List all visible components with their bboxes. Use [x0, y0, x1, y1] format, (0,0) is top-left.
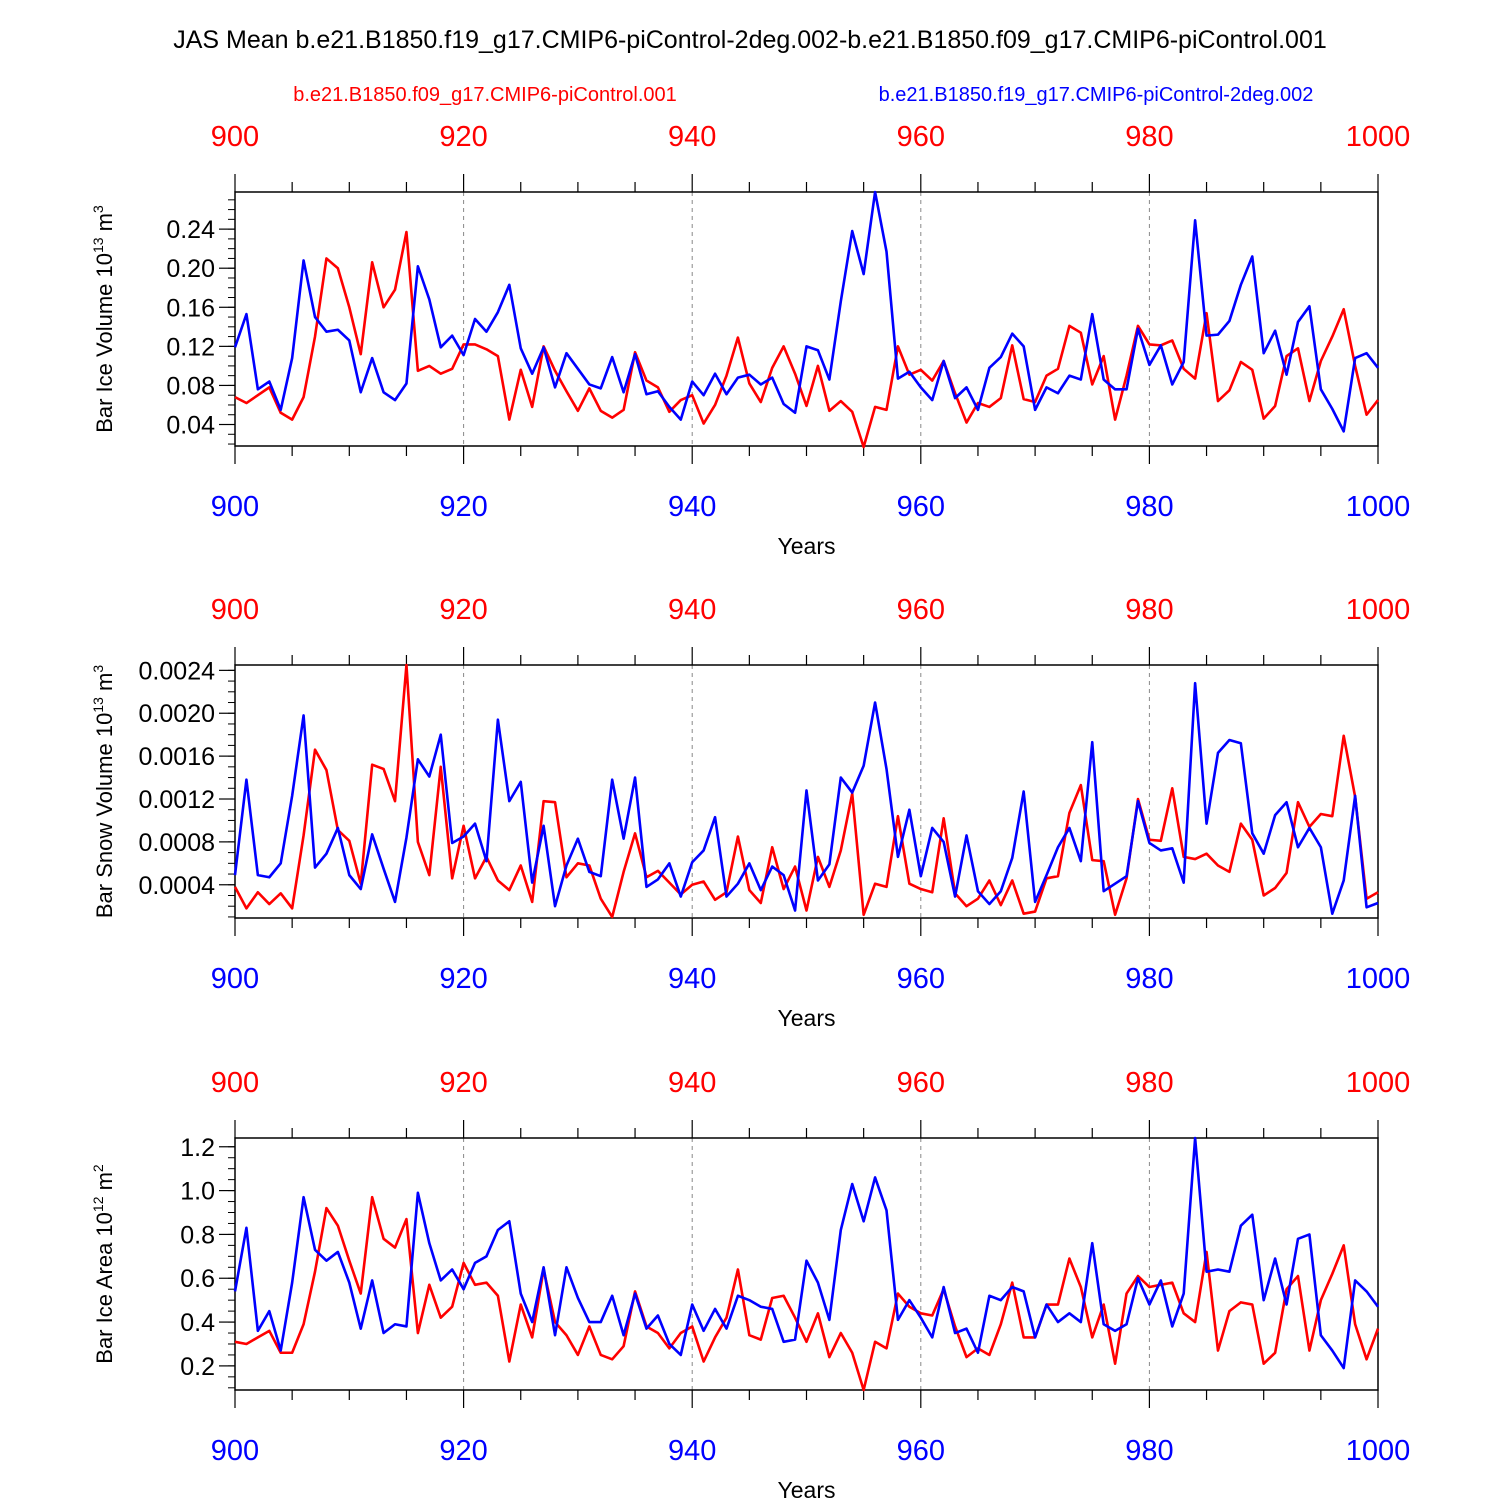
y-axis-label-unit: m — [92, 1172, 117, 1196]
figure-title: JAS Mean b.e21.B1850.f19_g17.CMIP6-piCon… — [173, 26, 1327, 54]
y-axis-label-unit-exponent: 2 — [90, 1164, 106, 1172]
x-tick-label-bottom: 900 — [211, 1435, 259, 1467]
panel-1: 0.04 0.08 0.12 0.16 0.20 0.24 900 900 920 920 940 9… — [90, 121, 1410, 559]
panel-3: 0.2 0.4 0.6 0.8 1.0 1.2 900 900 920 920 940 940 960 9… — [90, 1067, 1410, 1500]
x-tick-label-bottom: 980 — [1125, 491, 1173, 523]
x-tick-label-top: 940 — [668, 1067, 716, 1099]
panel-2: 0.0004 0.0008 0.0012 0.0016 0.0020 0.0024 900 9… — [90, 594, 1410, 1031]
x-tick-label-top: 1000 — [1346, 121, 1411, 153]
y-tick-label: 0.8 — [180, 1221, 215, 1249]
x-tick-label-top: 940 — [668, 121, 716, 153]
y-tick-label: 0.20 — [166, 255, 215, 283]
series-line-f19-piControl-2deg-002 — [233, 190, 1380, 433]
y-tick-label: 0.0012 — [139, 786, 215, 814]
y-axis-label-text: Bar Ice Volume 10 — [92, 253, 117, 433]
x-tick-label-top: 980 — [1125, 121, 1173, 153]
x-tick-label-bottom: 920 — [439, 1435, 487, 1467]
y-tick-label: 0.12 — [166, 333, 215, 361]
x-tick-label-top: 900 — [211, 1067, 259, 1099]
y-axis-label-exponent: 13 — [90, 237, 106, 253]
x-tick-label-bottom: 940 — [668, 963, 716, 995]
x-tick-label-bottom: 960 — [897, 963, 945, 995]
y-tick-label: 0.16 — [166, 294, 215, 322]
x-tick-label-top: 1000 — [1346, 594, 1411, 626]
y-axis-label-unit-exponent: 3 — [90, 205, 106, 213]
y-tick-label: 0.2 — [180, 1353, 215, 1381]
x-tick-label-top: 980 — [1125, 1067, 1173, 1099]
series-line-f19-piControl-2deg-002 — [233, 1136, 1380, 1370]
x-tick-label-bottom: 940 — [668, 1435, 716, 1467]
y-axis-label-exponent: 12 — [90, 1196, 106, 1212]
y-axis-label-exponent: 13 — [90, 697, 106, 713]
x-tick-label-bottom: 920 — [439, 491, 487, 523]
x-tick-label-bottom: 900 — [211, 491, 259, 523]
x-tick-label-top: 1000 — [1346, 1067, 1411, 1099]
y-axis-label: Bar Snow Volume 1013 m3 — [90, 665, 117, 919]
y-axis-label: Bar Ice Area 1012 m2 — [90, 1164, 117, 1364]
x-tick-label-bottom: 920 — [439, 963, 487, 995]
legend-case-a: b.e21.B1850.f09_g17.CMIP6-piControl.001 — [293, 84, 677, 106]
x-tick-label-bottom: 980 — [1125, 963, 1173, 995]
series-line-f09-piControl-001 — [233, 663, 1379, 919]
y-tick-label: 0.4 — [180, 1309, 215, 1337]
panels: 0.04 0.08 0.12 0.16 0.20 0.24 900 900 920 920 940 9… — [90, 121, 1410, 1500]
y-tick-label: 0.0016 — [139, 743, 215, 771]
x-tick-label-top: 940 — [668, 594, 716, 626]
x-tick-label-top: 900 — [211, 594, 259, 626]
y-axis-label-unit: m — [92, 673, 117, 697]
y-tick-label: 1.0 — [180, 1178, 215, 1206]
x-tick-label-bottom: 980 — [1125, 1435, 1173, 1467]
y-tick-label: 0.08 — [166, 372, 215, 400]
x-tick-label-top: 920 — [439, 1067, 487, 1099]
x-axis-label: Years — [778, 1005, 836, 1031]
y-axis-label-text: Bar Ice Area 10 — [92, 1212, 117, 1364]
y-tick-label: 0.6 — [180, 1265, 215, 1293]
x-axis-label: Years — [778, 533, 836, 559]
series-line-f09-piControl-001 — [234, 1195, 1380, 1392]
x-tick-label-top: 920 — [439, 121, 487, 153]
legend-case-b: b.e21.B1850.f19_g17.CMIP6-piControl-2deg… — [879, 84, 1314, 106]
x-tick-label-top: 960 — [897, 121, 945, 153]
x-tick-label-bottom: 900 — [211, 963, 259, 995]
y-axis-label-unit: m — [92, 213, 117, 237]
x-tick-label-top: 920 — [439, 594, 487, 626]
x-axis-label: Years — [778, 1477, 836, 1500]
x-tick-label-top: 980 — [1125, 594, 1173, 626]
x-tick-label-bottom: 940 — [668, 491, 716, 523]
x-tick-label-bottom: 1000 — [1346, 1435, 1411, 1467]
y-tick-label: 0.0024 — [139, 657, 216, 685]
y-tick-label: 0.24 — [166, 216, 215, 244]
x-tick-label-top: 960 — [897, 1067, 945, 1099]
y-tick-label: 0.04 — [166, 412, 215, 440]
x-tick-label-bottom: 960 — [897, 1435, 945, 1467]
x-tick-label-bottom: 1000 — [1346, 491, 1411, 523]
series-line-f19-piControl-2deg-002 — [233, 681, 1379, 916]
x-tick-label-top: 900 — [211, 121, 259, 153]
series-line-f09-piControl-001 — [234, 230, 1380, 449]
y-axis-label-text: Bar Snow Volume 10 — [92, 713, 117, 918]
y-tick-label: 1.2 — [180, 1134, 215, 1162]
x-tick-label-bottom: 1000 — [1346, 963, 1411, 995]
x-tick-label-top: 960 — [897, 594, 945, 626]
x-tick-label-bottom: 960 — [897, 491, 945, 523]
y-axis-label-unit-exponent: 3 — [90, 665, 106, 673]
y-tick-label: 0.0004 — [139, 872, 216, 900]
y-tick-label: 0.0020 — [139, 700, 215, 728]
y-tick-label: 0.0008 — [139, 829, 215, 857]
y-axis-label: Bar Ice Volume 1013 m3 — [90, 205, 117, 433]
